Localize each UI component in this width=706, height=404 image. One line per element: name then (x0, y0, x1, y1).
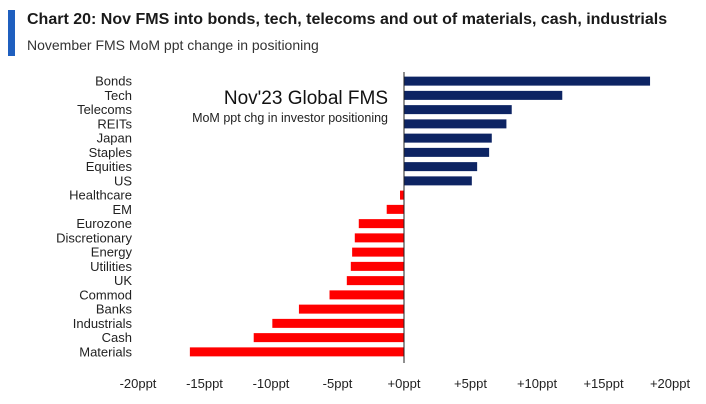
bar-em (386, 204, 404, 214)
category-label-healthcare: Healthcare (69, 188, 132, 203)
bar-energy (352, 247, 404, 257)
x-tick-label: +20ppt (650, 376, 691, 391)
inset-subtitle: MoM ppt chg in investor positioning (192, 111, 388, 125)
category-label-eurozone: Eurozone (76, 216, 132, 231)
category-label-japan: Japan (97, 131, 132, 146)
x-tick-label: +10ppt (517, 376, 558, 391)
bar-bonds (404, 76, 651, 86)
bars-group (189, 76, 651, 357)
category-label-commod: Commod (79, 287, 132, 302)
bar-commod (329, 290, 404, 300)
bar-us (404, 176, 472, 186)
x-tick-label: +15ppt (583, 376, 624, 391)
x-tick-label: +0ppt (388, 376, 421, 391)
chart-title: Chart 20: Nov FMS into bonds, tech, tele… (27, 11, 668, 28)
category-label-utilities: Utilities (90, 259, 132, 274)
category-label-bonds: Bonds (95, 74, 132, 89)
category-label-uk: UK (114, 273, 132, 288)
inset-title: Nov'23 Global FMS (224, 88, 388, 109)
bar-uk (346, 276, 404, 286)
category-label-banks: Banks (96, 302, 133, 317)
bar-utilities (350, 261, 404, 271)
category-label-tech: Tech (105, 88, 132, 103)
bar-cash (253, 333, 404, 343)
bar-staples (404, 147, 490, 157)
category-label-staples: Staples (89, 145, 133, 160)
bar-telecoms (404, 105, 512, 115)
bar-materials (189, 347, 404, 357)
bar-discretionary (354, 233, 404, 243)
x-tick-label: -10ppt (253, 376, 290, 391)
bar-reits (404, 119, 507, 129)
category-label-equities: Equities (86, 159, 133, 174)
category-label-telecoms: Telecoms (77, 102, 132, 117)
category-label-industrials: Industrials (73, 316, 133, 331)
category-label-em: EM (113, 202, 133, 217)
category-label-cash: Cash (102, 330, 132, 345)
category-label-energy: Energy (91, 245, 133, 260)
category-label-reits: REITs (97, 116, 132, 131)
bar-japan (404, 133, 492, 143)
bar-tech (404, 90, 563, 100)
bar-eurozone (358, 219, 404, 229)
bar-equities (404, 162, 478, 172)
chart-subtitle: November FMS MoM ppt change in positioni… (27, 37, 319, 53)
bar-healthcare (400, 190, 404, 200)
category-label-us: US (114, 173, 132, 188)
x-tick-labels-group: -20ppt -15ppt -10ppt -5ppt +0ppt +5ppt +10ppt +… (120, 376, 691, 391)
category-label-discretionary: Discretionary (56, 230, 132, 245)
x-tick-label: -15ppt (186, 376, 223, 391)
bar-industrials (272, 318, 404, 328)
x-tick-label: -5ppt (323, 376, 353, 391)
bar-banks (298, 304, 404, 314)
title-accent-bar (8, 10, 15, 56)
x-tick-label: -20ppt (120, 376, 157, 391)
category-label-materials: Materials (79, 344, 132, 359)
category-labels-group: BondsTechTelecomsREITsJapanStaplesEquiti… (56, 74, 132, 360)
x-tick-label: +5ppt (454, 376, 487, 391)
